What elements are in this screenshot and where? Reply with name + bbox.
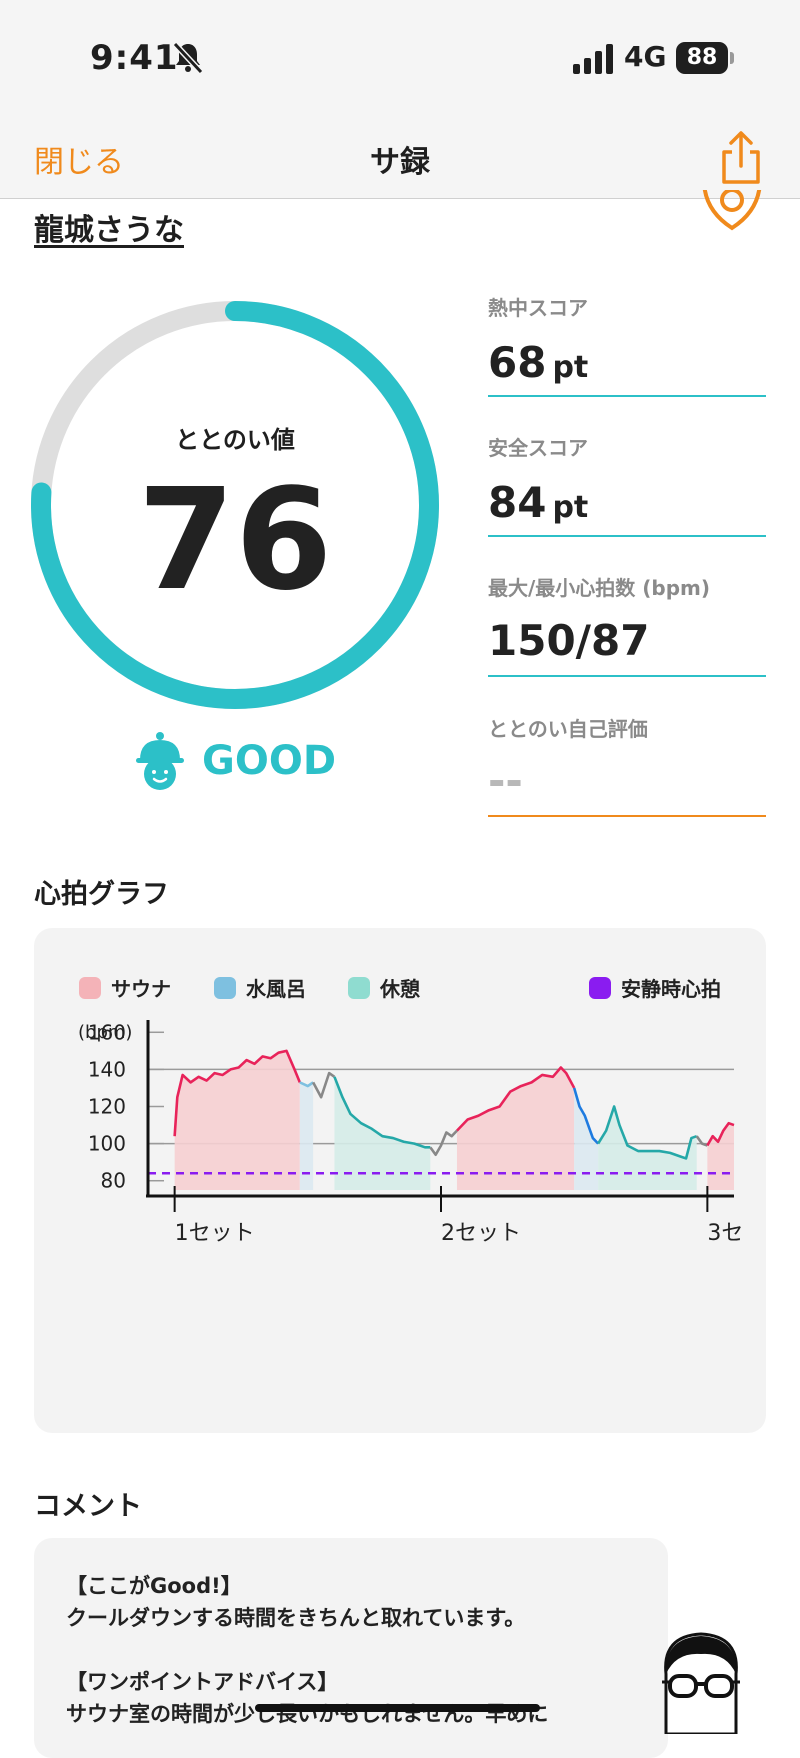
gauge-value: 76 xyxy=(137,459,333,622)
comment-card xyxy=(34,1538,668,1758)
series-area xyxy=(174,1050,300,1190)
user-name[interactable]: 龍城さうな xyxy=(34,213,184,248)
gauge-label: ととのい値 xyxy=(175,426,295,454)
score-value-heat: 68 pt xyxy=(488,338,588,387)
gauge-progress-arc xyxy=(31,301,439,709)
score-value-heart-rate: 150/87 xyxy=(488,616,649,665)
score-label-heat: 熱中スコア xyxy=(488,296,588,320)
legend-label: 安静時心拍 xyxy=(621,977,721,1001)
legend-swatch xyxy=(589,977,611,999)
close-button[interactable]: 閉じる xyxy=(34,145,124,180)
score-divider xyxy=(488,535,766,537)
page-title: サ録 xyxy=(370,145,430,180)
series-line xyxy=(695,1135,708,1147)
legend-swatch xyxy=(79,977,101,999)
score-unit: pt xyxy=(552,490,589,525)
legend-swatch xyxy=(348,977,370,999)
advisor-avatar xyxy=(662,1632,740,1734)
comment-title: コメント xyxy=(34,1491,142,1522)
series-area xyxy=(598,1106,697,1190)
series-line xyxy=(173,1049,302,1137)
comment-line: サウナ室の時間が少し長いかもしれません。早めに xyxy=(66,1702,549,1726)
series-area xyxy=(299,1082,314,1190)
score-label-safety: 安全スコア xyxy=(488,436,588,460)
mascot-icon xyxy=(136,732,184,790)
series-line xyxy=(572,1087,600,1145)
comment-line: クールダウンする時間をきちんと取れています。 xyxy=(66,1606,526,1630)
heart-rate-chart: サウナ 水風呂 休憩 安静時心拍 (bpm) 80 100 120 140 160 1セット 2セット… xyxy=(78,977,743,1246)
share-icon[interactable] xyxy=(718,130,764,186)
x-tick-label: 2セット xyxy=(441,1221,521,1246)
comment-line: 【ワンポイントアドバイス】 xyxy=(66,1670,339,1694)
series-line xyxy=(312,1071,336,1099)
legend-label: サウナ xyxy=(111,977,171,1001)
silent-bell-icon xyxy=(172,41,204,75)
legend-label: 水風呂 xyxy=(246,977,306,1001)
score-label-heart-rate: 最大/最小心拍数 (bpm) xyxy=(488,576,711,600)
series-line xyxy=(299,1081,314,1088)
score-number: 84 xyxy=(488,478,547,527)
score-value-safety: 84 pt xyxy=(488,478,588,527)
totonoi-gauge xyxy=(31,301,439,709)
y-tick-label: 160 xyxy=(88,1020,126,1044)
series-line xyxy=(597,1105,698,1160)
battery-level: 88 xyxy=(676,42,728,74)
score-value-self-eval[interactable]: -- xyxy=(488,756,523,805)
legend-swatch xyxy=(214,977,236,999)
series-area xyxy=(456,1067,575,1190)
nav-bar xyxy=(0,118,800,199)
series-line xyxy=(333,1076,431,1149)
sauna-badge-icon xyxy=(702,190,762,231)
rating-text: GOOD xyxy=(202,738,337,784)
network-type: 4G xyxy=(624,40,667,73)
y-tick-label: 100 xyxy=(88,1132,126,1156)
score-number: 150/87 xyxy=(488,616,650,665)
score-divider xyxy=(488,675,766,677)
score-label-self-eval: ととのい自己評価 xyxy=(488,717,648,741)
x-tick-label: 1セット xyxy=(175,1221,255,1246)
signal-icon xyxy=(573,44,613,74)
y-tick-label: 80 xyxy=(101,1169,126,1193)
redaction-bar xyxy=(255,1704,540,1712)
y-tick-label: 140 xyxy=(88,1057,126,1081)
score-unit: pt xyxy=(552,350,589,385)
score-divider xyxy=(488,395,766,397)
status-bar xyxy=(0,0,800,118)
x-tick-label: 3セ xyxy=(707,1221,743,1246)
y-axis-label: (bpm) xyxy=(78,1022,132,1043)
comment-line: 【ここがGood!】 xyxy=(66,1574,242,1598)
battery-tip xyxy=(730,52,734,64)
heart-graph-title: 心拍グラフ xyxy=(34,879,169,910)
self-eval-divider xyxy=(488,815,766,817)
y-tick-label: 120 xyxy=(88,1095,126,1119)
series-line xyxy=(456,1066,576,1132)
status-time: 9:41 xyxy=(90,38,179,78)
series-line xyxy=(429,1129,458,1157)
series-line xyxy=(706,1121,735,1147)
legend-label: 休憩 xyxy=(379,977,420,1001)
series-area xyxy=(334,1076,431,1190)
series-area xyxy=(574,1087,599,1190)
score-number: 68 xyxy=(488,338,547,387)
